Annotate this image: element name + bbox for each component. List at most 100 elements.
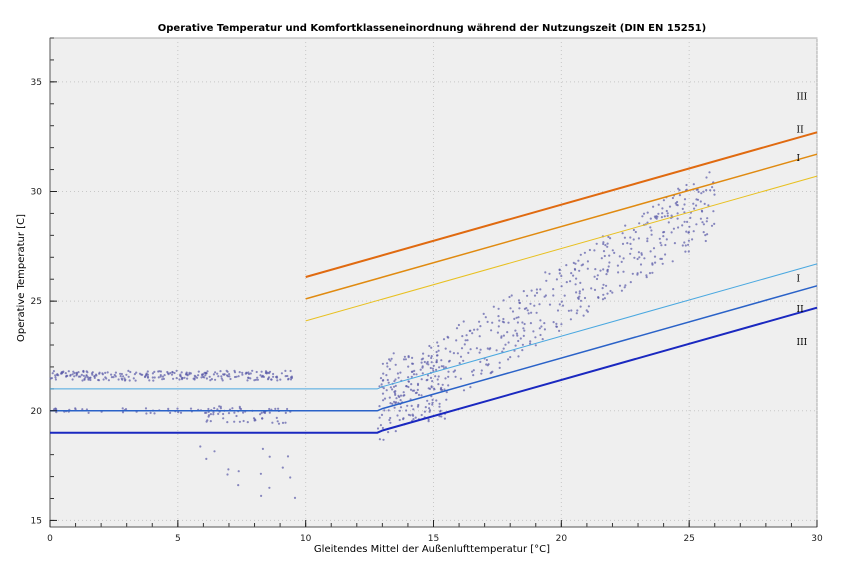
data-point	[216, 408, 219, 411]
data-point	[425, 362, 428, 365]
data-point	[435, 368, 438, 371]
data-point	[654, 216, 657, 219]
data-point	[398, 409, 401, 412]
data-point	[260, 370, 263, 373]
data-point	[595, 242, 598, 245]
data-point	[409, 388, 413, 391]
x-tick-label: 5	[175, 534, 181, 544]
data-point	[702, 190, 705, 193]
data-point	[498, 361, 501, 364]
data-point	[104, 376, 107, 379]
data-point	[394, 401, 398, 404]
data-point	[608, 261, 611, 264]
data-point	[175, 377, 178, 380]
data-point	[237, 375, 240, 378]
data-point	[381, 426, 384, 430]
data-point	[616, 264, 620, 267]
data-point	[569, 280, 572, 283]
data-point	[392, 352, 395, 355]
data-point	[378, 438, 381, 441]
data-point	[496, 331, 499, 334]
data-point	[202, 375, 205, 378]
data-point	[624, 284, 627, 287]
data-point	[98, 371, 101, 374]
data-point	[203, 371, 206, 374]
data-point	[575, 291, 578, 294]
data-point	[97, 379, 101, 382]
data-point	[602, 268, 605, 271]
data-point	[435, 399, 438, 402]
data-point	[253, 418, 256, 421]
data-point	[114, 371, 117, 374]
data-point	[705, 220, 708, 223]
data-point	[583, 296, 587, 300]
data-point	[393, 406, 396, 409]
data-point	[435, 350, 438, 354]
data-point	[54, 376, 57, 379]
data-point	[189, 407, 193, 410]
data-point	[389, 416, 392, 420]
data-point	[529, 342, 532, 345]
data-point	[579, 299, 583, 302]
data-point	[462, 389, 466, 392]
data-point	[637, 251, 641, 254]
data-point	[660, 244, 663, 247]
data-point	[601, 287, 604, 290]
data-point	[516, 321, 520, 324]
data-point	[543, 322, 546, 325]
data-point	[256, 376, 259, 379]
data-point	[602, 283, 605, 286]
data-point	[533, 304, 536, 307]
data-point	[665, 238, 668, 241]
data-point	[555, 278, 559, 281]
data-point	[518, 301, 521, 304]
data-point	[407, 413, 410, 416]
data-point	[446, 335, 449, 338]
data-point	[629, 242, 632, 245]
data-point	[613, 251, 616, 254]
data-point	[430, 356, 433, 360]
data-point	[609, 237, 612, 240]
data-point	[239, 407, 243, 411]
y-tick-label: 35	[31, 78, 42, 88]
data-point	[645, 274, 648, 277]
data-point	[388, 368, 391, 371]
data-point	[387, 381, 390, 384]
zone-label: III	[797, 338, 808, 348]
data-point	[480, 372, 483, 375]
data-point	[664, 243, 667, 247]
data-point	[490, 329, 493, 332]
data-point	[237, 470, 240, 473]
data-point	[417, 403, 420, 407]
data-point	[399, 399, 402, 402]
data-point	[623, 236, 627, 239]
data-point	[431, 398, 434, 401]
data-point	[713, 193, 716, 196]
data-point	[394, 384, 397, 387]
data-point	[497, 315, 500, 318]
data-point	[588, 248, 592, 252]
data-point	[391, 402, 394, 405]
data-point	[624, 224, 627, 227]
data-point	[629, 281, 632, 284]
data-point	[432, 369, 435, 372]
data-point	[662, 231, 665, 234]
data-point	[394, 430, 397, 433]
data-point	[702, 223, 706, 226]
data-point	[86, 375, 89, 379]
data-point	[652, 247, 656, 250]
data-point	[670, 214, 673, 217]
data-point	[648, 272, 652, 275]
data-point	[146, 373, 149, 376]
data-point	[188, 371, 191, 374]
data-point	[605, 284, 608, 287]
data-point	[289, 378, 293, 381]
data-point	[579, 253, 582, 256]
data-point	[245, 372, 248, 375]
data-point	[127, 375, 130, 378]
comfort-line-6	[50, 306, 818, 434]
data-point	[486, 347, 489, 350]
data-point	[389, 421, 392, 424]
data-point	[281, 421, 285, 424]
data-point	[378, 416, 381, 419]
